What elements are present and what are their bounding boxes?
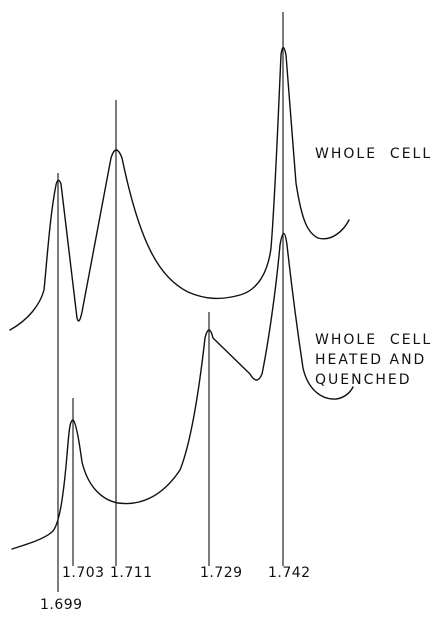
tick-label-1711: 1.711 [110,565,153,581]
series-label-whole-cell: WHOLE CELL [315,146,432,162]
tick-label-1729: 1.729 [200,565,243,581]
series-label-heated-line-1: WHOLE CELL [315,332,432,348]
tick-label-1742: 1.742 [268,565,311,581]
trace-heated-quenched [11,232,354,550]
series-label-heated-line-3: QUENCHED [315,372,412,388]
series-label-heated-line-2: HEATED AND [315,352,426,368]
tick-label-1703: 1.703 [62,565,105,581]
tick-label-1699: 1.699 [40,597,83,613]
trace-whole-cell [9,46,350,331]
